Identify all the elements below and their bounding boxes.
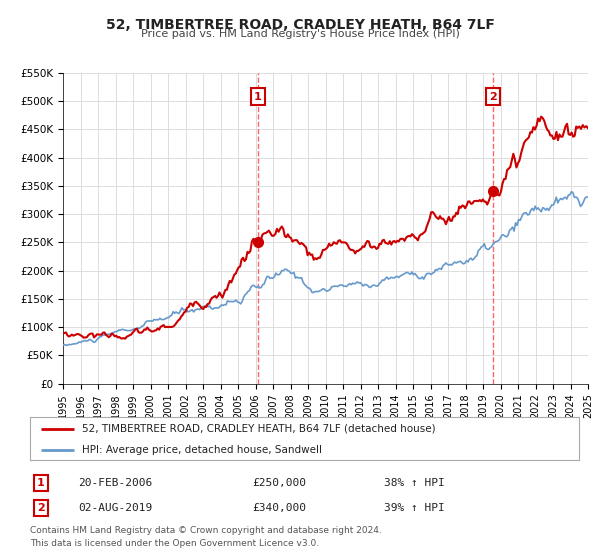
Text: 1: 1 <box>254 91 262 101</box>
Text: £250,000: £250,000 <box>252 478 306 488</box>
Text: 38% ↑ HPI: 38% ↑ HPI <box>384 478 445 488</box>
Text: 2: 2 <box>489 91 497 101</box>
Text: This data is licensed under the Open Government Licence v3.0.: This data is licensed under the Open Gov… <box>30 539 319 548</box>
Text: 1: 1 <box>37 478 44 488</box>
Text: 39% ↑ HPI: 39% ↑ HPI <box>384 503 445 513</box>
Text: HPI: Average price, detached house, Sandwell: HPI: Average price, detached house, Sand… <box>82 445 322 455</box>
Text: 20-FEB-2006: 20-FEB-2006 <box>78 478 152 488</box>
Text: 02-AUG-2019: 02-AUG-2019 <box>78 503 152 513</box>
Text: 52, TIMBERTREE ROAD, CRADLEY HEATH, B64 7LF (detached house): 52, TIMBERTREE ROAD, CRADLEY HEATH, B64 … <box>82 424 436 434</box>
Text: Price paid vs. HM Land Registry's House Price Index (HPI): Price paid vs. HM Land Registry's House … <box>140 29 460 39</box>
Text: £340,000: £340,000 <box>252 503 306 513</box>
Text: Contains HM Land Registry data © Crown copyright and database right 2024.: Contains HM Land Registry data © Crown c… <box>30 526 382 535</box>
Text: 2: 2 <box>37 503 44 513</box>
Text: 52, TIMBERTREE ROAD, CRADLEY HEATH, B64 7LF: 52, TIMBERTREE ROAD, CRADLEY HEATH, B64 … <box>106 18 494 32</box>
